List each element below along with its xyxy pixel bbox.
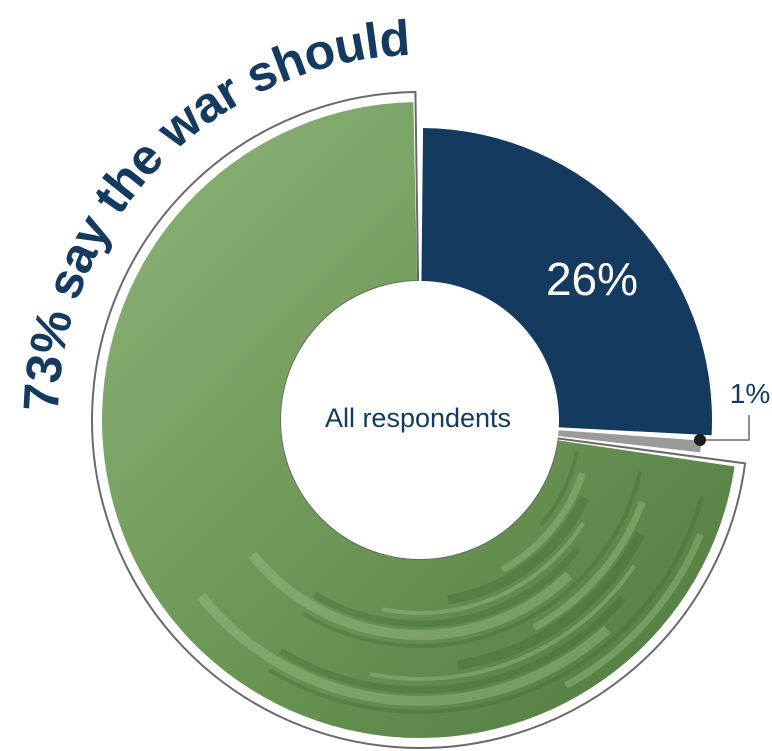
slice-26 xyxy=(421,128,713,436)
center-label: All respondents xyxy=(325,403,511,433)
slice-label-26: 26% xyxy=(546,253,638,305)
texture-streak xyxy=(197,592,611,706)
texture-streak xyxy=(301,471,642,648)
slices-layer xyxy=(102,102,735,738)
slice-73 xyxy=(102,102,735,738)
slice-label-1: 1% xyxy=(730,378,770,409)
texture-streak xyxy=(564,533,704,689)
texture-streak xyxy=(248,551,573,640)
texture-streak xyxy=(532,500,646,631)
texture-streak xyxy=(457,531,646,671)
slice-1-leader-line xyxy=(700,415,750,441)
texture-streak xyxy=(447,495,590,605)
texture-streak xyxy=(267,496,704,714)
texture-streak xyxy=(278,595,626,694)
donut-hole xyxy=(281,281,559,559)
texture-streak xyxy=(369,564,636,681)
texture-streak xyxy=(500,472,586,573)
slice-1-dot xyxy=(694,434,706,446)
texture-streak xyxy=(382,521,586,615)
photo-texture xyxy=(197,450,704,714)
texture-streak xyxy=(312,546,581,628)
slice-1 xyxy=(557,430,702,453)
texture-streak xyxy=(538,450,579,527)
